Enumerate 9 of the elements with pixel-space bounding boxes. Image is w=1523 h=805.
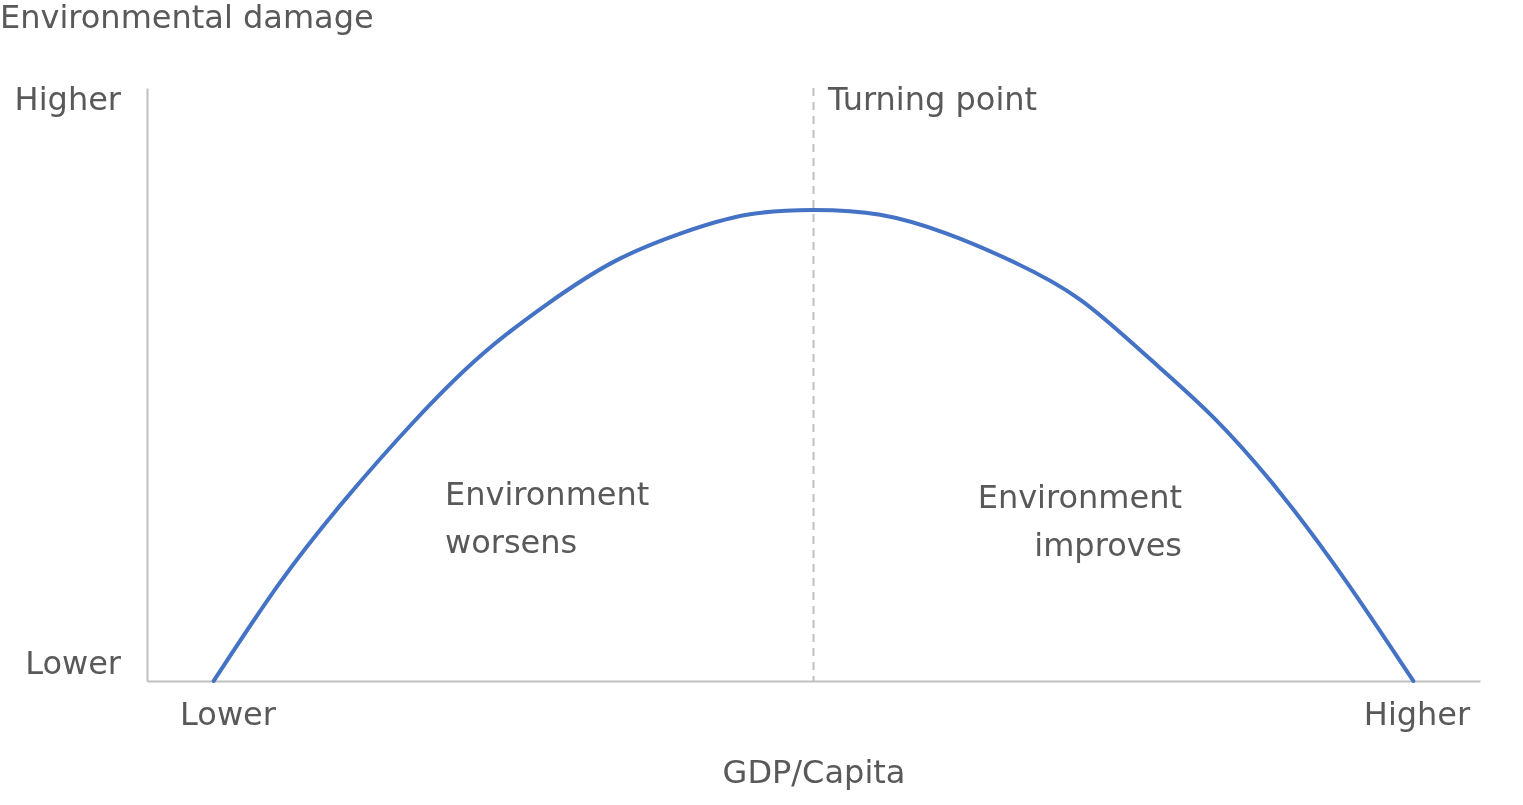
x-axis-title: GDP/Capita (722, 752, 906, 791)
text: Lower (25, 644, 122, 682)
text: Lower (180, 695, 277, 733)
annotation: Environment improves (977, 478, 1182, 564)
text: Environmental damage (0, 0, 374, 36)
text: Turning point (827, 80, 1038, 118)
text: Higher (14, 80, 122, 118)
text: Higher (1363, 695, 1472, 733)
annotation: Environment worsens (445, 475, 650, 561)
